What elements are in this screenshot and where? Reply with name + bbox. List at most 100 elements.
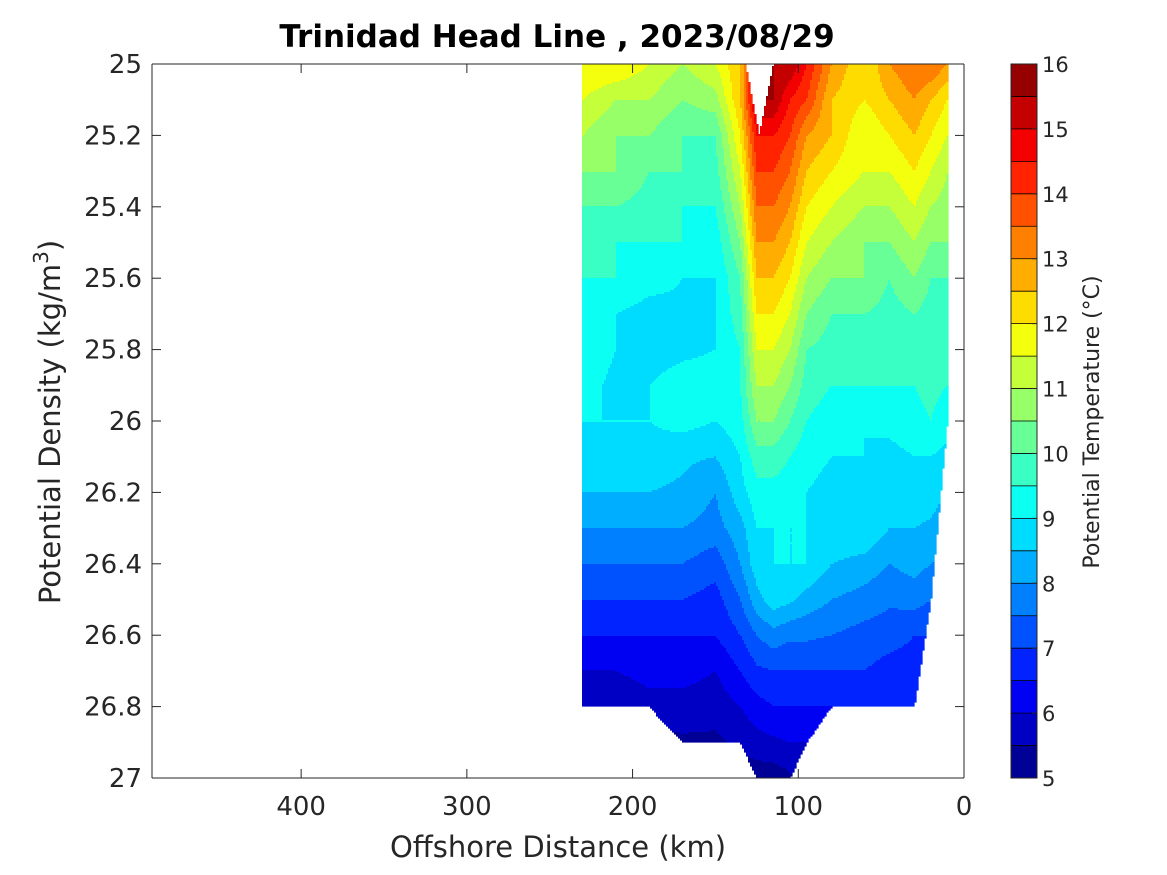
contour-cell xyxy=(744,346,749,349)
contour-cell xyxy=(800,160,815,163)
contour-cell xyxy=(774,72,795,75)
contour-cell xyxy=(782,120,795,123)
contour-cell xyxy=(828,282,889,285)
contour-cell xyxy=(682,212,717,215)
contour-cell xyxy=(748,304,753,307)
contour-cell xyxy=(720,510,739,513)
contour-cell xyxy=(754,118,757,121)
contour-cell xyxy=(738,668,769,671)
contour-cell xyxy=(742,572,755,575)
contour-cell xyxy=(778,160,793,163)
colorbar-label: Potential Temperature (°C) xyxy=(1080,275,1105,568)
contour-cell xyxy=(618,312,717,315)
contour-cell xyxy=(748,586,759,589)
contour-cell xyxy=(742,116,745,119)
contour-cell xyxy=(724,212,735,215)
contour-cell xyxy=(760,696,917,699)
contour-cell xyxy=(812,270,865,273)
contour-cell xyxy=(900,78,935,81)
contour-cell xyxy=(790,348,799,351)
contour-cell xyxy=(806,524,921,527)
contour-cell xyxy=(734,218,743,221)
contour-cell xyxy=(746,754,801,757)
contour-cell xyxy=(642,300,717,303)
contour-cell xyxy=(920,606,931,609)
contour-cell xyxy=(932,168,949,171)
contour-cell xyxy=(752,506,807,509)
contour-cell xyxy=(718,500,735,503)
contour-cell xyxy=(756,418,775,421)
contour-cell xyxy=(748,716,825,719)
contour-cell xyxy=(748,260,753,263)
contour-cell xyxy=(746,76,749,79)
contour-cell xyxy=(742,328,747,331)
contour-cell xyxy=(764,620,791,623)
contour-cell xyxy=(744,246,749,249)
contour-cell xyxy=(892,564,931,567)
contour-cell xyxy=(752,266,757,269)
contour-cell xyxy=(746,232,751,235)
contour-cell xyxy=(832,130,851,133)
contour-cell xyxy=(916,200,937,203)
contour-cell xyxy=(748,176,751,179)
contour-cell xyxy=(750,328,755,331)
contour-cell xyxy=(796,148,805,151)
contour-cell xyxy=(750,264,753,267)
contour-cell xyxy=(932,516,939,519)
contour-cell xyxy=(582,312,619,315)
contour-cell xyxy=(792,126,803,129)
contour-cell xyxy=(806,542,877,545)
contour-cell xyxy=(808,348,949,351)
contour-cell xyxy=(800,166,811,169)
contour-cell xyxy=(920,192,941,195)
contour-cell xyxy=(756,410,779,413)
contour-cell xyxy=(912,638,925,641)
contour-cell xyxy=(602,386,651,389)
contour-cell xyxy=(740,372,747,375)
contour-cell xyxy=(756,302,779,305)
contour-cell xyxy=(742,232,747,235)
contour-cell xyxy=(582,326,617,329)
contour-cell xyxy=(632,678,703,681)
contour-cell xyxy=(740,350,745,353)
contour-cell xyxy=(724,204,733,207)
contour-cell xyxy=(740,66,745,69)
contour-cell xyxy=(832,120,853,123)
y-tick-label: 26.8 xyxy=(84,693,142,723)
contour-cell xyxy=(744,358,751,361)
contour-cell xyxy=(800,238,811,241)
contour-cell xyxy=(740,136,745,139)
contour-cell xyxy=(812,162,839,165)
contour-cell xyxy=(746,228,749,231)
contour-cell xyxy=(582,674,625,677)
contour-cell xyxy=(722,78,731,81)
contour-cell xyxy=(930,518,939,521)
contour-cell xyxy=(772,66,775,69)
contour-cell xyxy=(730,240,741,243)
colorbar-tick-label: 9 xyxy=(1042,507,1055,531)
contour-cell xyxy=(582,82,613,85)
contour-cell xyxy=(930,564,935,567)
contour-cell xyxy=(678,104,693,107)
contour-cell xyxy=(744,204,747,207)
contour-cell xyxy=(896,144,927,147)
contour-cell xyxy=(750,314,755,317)
contour-cell xyxy=(746,152,749,155)
contour-cell xyxy=(784,256,795,259)
contour-cell xyxy=(792,414,811,417)
contour-cell xyxy=(582,690,727,693)
contour-cell xyxy=(748,350,753,353)
contour-cell xyxy=(826,464,945,467)
contour-cell xyxy=(750,368,755,371)
contour-cell xyxy=(582,394,603,397)
contour-cell xyxy=(744,420,751,423)
contour-cell xyxy=(748,186,753,189)
y-tick-label: 25.6 xyxy=(84,264,142,294)
contour-cell xyxy=(876,116,903,119)
contour-cell xyxy=(740,170,745,173)
contour-cell xyxy=(792,200,801,203)
contour-cell xyxy=(932,454,945,457)
contour-cell xyxy=(746,194,751,197)
contour-cell xyxy=(904,644,925,647)
contour-cell xyxy=(582,460,701,463)
